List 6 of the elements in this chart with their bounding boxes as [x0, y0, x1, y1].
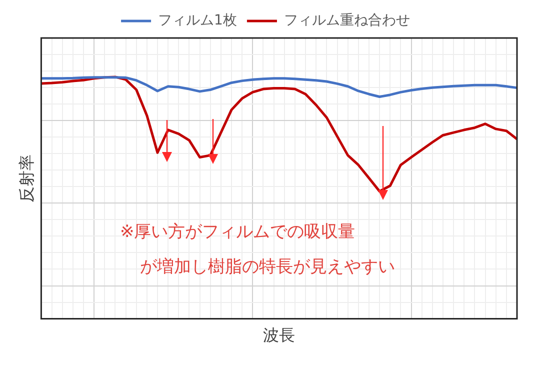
legend-label: フィルム重ね合わせ: [284, 12, 410, 29]
y-axis-title: 反射率: [16, 154, 36, 202]
annotation: ※厚い方がフィルムでの吸収量: [120, 221, 356, 243]
annotation: が増加し樹脂の特長が見えやすい: [140, 256, 395, 278]
x-axis-title: 波長: [263, 326, 296, 345]
legend-label: フィルム1枚: [158, 12, 237, 29]
